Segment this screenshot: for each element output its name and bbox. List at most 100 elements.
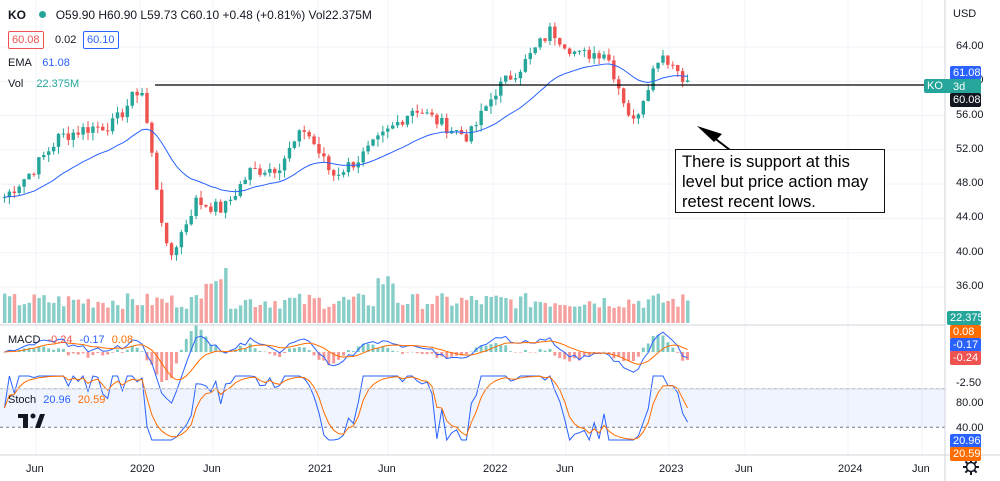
volume-bar: [219, 279, 223, 323]
volume-bar: [612, 307, 616, 323]
volume-bar: [391, 283, 395, 323]
bid-box[interactable]: 60.08: [8, 31, 44, 49]
stoch-legend[interactable]: Stoch 20.96 20.59: [8, 394, 105, 406]
candle-body: [513, 78, 518, 80]
macd-hist-bar: [592, 352, 596, 353]
price-tick: 64.00: [956, 40, 984, 52]
volume-bar: [627, 299, 631, 323]
macd-hist-bar: [523, 349, 527, 352]
candle-body: [145, 92, 149, 123]
candle-body: [110, 118, 115, 132]
candle-body: [218, 201, 223, 213]
candle-body: [56, 133, 61, 147]
price-tick: 40.00: [956, 245, 984, 258]
macd-hist-bar: [292, 348, 296, 352]
macd-hist-bar: [420, 352, 424, 354]
candle-body: [592, 53, 596, 59]
time-tick: 2020: [130, 463, 155, 475]
volume-bar: [81, 303, 86, 323]
ema-line: [4, 63, 688, 198]
candle-body: [184, 224, 189, 233]
volume-bar: [602, 298, 606, 323]
candle-body: [361, 151, 365, 163]
settings-gear-icon: [963, 459, 979, 475]
ema-legend[interactable]: EMA 61.08: [8, 57, 70, 69]
volume-bar: [106, 307, 110, 323]
ask-box[interactable]: 60.10: [83, 31, 119, 49]
macd-hist-bar: [288, 348, 291, 352]
timer-axis-tag: 3d 5h: [950, 80, 981, 107]
volume-bar: [47, 302, 51, 323]
macd-hist-bar: [214, 345, 218, 352]
volume-bar: [686, 300, 690, 323]
volume-bar: [366, 305, 371, 323]
volume-bar: [332, 303, 336, 323]
macd-hist-bar: [371, 344, 375, 352]
candle-body: [322, 153, 326, 157]
volume-bar: [632, 303, 636, 323]
macd-hist-bar: [386, 347, 390, 352]
volume-bar: [592, 303, 597, 323]
candle-body: [7, 191, 12, 198]
candle-body: [12, 191, 17, 194]
macd-hist-bar: [86, 352, 90, 358]
macd-legend-v3: 0.08: [111, 334, 134, 346]
macd-hist-bar: [71, 352, 75, 354]
candle-body: [381, 131, 385, 136]
volume-bar: [582, 304, 587, 323]
volume-bar: [268, 307, 272, 323]
price-tick: 48.00: [956, 177, 984, 190]
volume-bar: [317, 297, 321, 323]
macd-hist-bar: [666, 342, 670, 352]
volume-bar: [160, 298, 164, 323]
macd-hist-bar: [494, 343, 498, 352]
macd-hist-bar: [130, 345, 134, 352]
candle-body: [518, 71, 523, 79]
volume-bar: [283, 299, 287, 323]
symbol-label[interactable]: KO: [8, 8, 26, 22]
volume-bar: [297, 293, 302, 323]
candle-body: [528, 53, 533, 60]
volume-bar: [553, 303, 557, 323]
macd-hist-bar: [671, 347, 675, 352]
volume-bar: [577, 306, 582, 323]
candle-body: [415, 110, 419, 113]
candle-body: [562, 44, 567, 49]
candle-body: [248, 168, 252, 180]
volume-bar: [351, 296, 356, 323]
macd-legend[interactable]: MACD -0.24 -0.17 0.08: [8, 334, 133, 346]
volume-bar: [145, 293, 149, 323]
stoch-legend-d: 20.59: [77, 394, 106, 406]
candle-body: [543, 38, 547, 41]
candle-body: [390, 125, 395, 129]
macd-hist-bar: [116, 349, 119, 352]
candle-body: [91, 126, 95, 133]
time-tick: 2023: [659, 463, 684, 475]
candle-body: [636, 114, 641, 119]
volume-bar: [342, 296, 346, 323]
macd-hist-bar: [533, 352, 537, 353]
volume-bar: [666, 300, 670, 323]
volume-bar: [194, 295, 199, 323]
macd-hist-bar: [42, 346, 46, 352]
volume-bar: [573, 306, 577, 323]
macd-hist-bar: [2, 352, 6, 353]
volume-bar: [410, 294, 415, 323]
macd-hist-bar: [430, 352, 434, 354]
volume-bar: [263, 301, 267, 323]
macd-hist-bar: [150, 352, 154, 366]
vol-legend[interactable]: Vol 22.375M: [8, 78, 79, 90]
macd-hist-bar: [577, 352, 581, 361]
candlesticks: [2, 22, 690, 261]
macd-hist-bar: [651, 335, 655, 352]
volume-bar: [175, 307, 179, 323]
candle-body: [228, 199, 233, 201]
volume-bar: [376, 278, 380, 323]
stoch-pane: [3, 375, 688, 442]
macd-hist-bar: [563, 352, 567, 360]
volume-bar: [533, 301, 538, 323]
currency-label[interactable]: USD: [953, 8, 977, 20]
price-tick: 56.00: [956, 108, 984, 121]
macd-hist-bar: [351, 351, 355, 352]
